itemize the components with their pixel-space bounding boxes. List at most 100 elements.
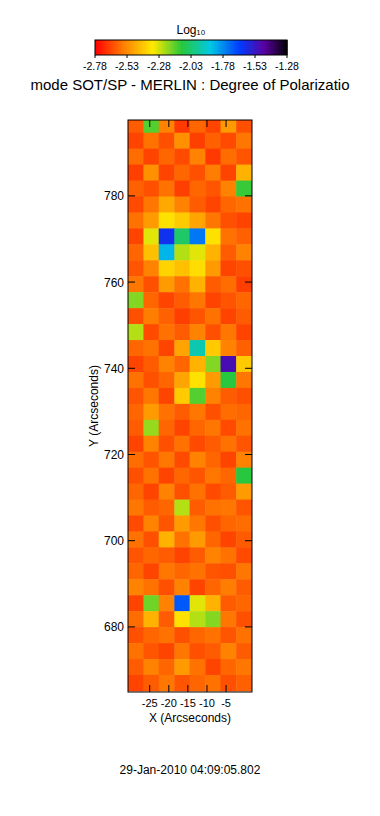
cell — [190, 675, 206, 691]
y-tick-right — [245, 282, 252, 283]
cell — [190, 149, 206, 165]
y-tick-right — [245, 626, 252, 627]
y-tick-label: 720 — [104, 448, 124, 462]
cell — [128, 675, 144, 691]
cell — [143, 372, 159, 388]
cell — [128, 531, 144, 547]
cell — [205, 659, 221, 675]
cell — [221, 595, 237, 611]
y-tick-label: 740 — [104, 362, 124, 376]
cell — [236, 197, 252, 213]
colorbar-tick-label: -2.78 — [83, 60, 107, 72]
cell — [128, 388, 144, 404]
date-annotation: 29-Jan-2010 04:09:05.802 — [120, 763, 261, 777]
cell — [143, 244, 159, 260]
y-tick — [128, 282, 135, 283]
cell — [205, 292, 221, 308]
cell — [236, 675, 252, 691]
cell — [174, 260, 190, 276]
cell — [174, 356, 190, 372]
cell — [159, 149, 175, 165]
cell — [174, 133, 190, 149]
cell — [128, 292, 144, 308]
cell — [221, 133, 237, 149]
cell — [128, 611, 144, 627]
cell — [190, 547, 206, 563]
cell — [236, 452, 252, 468]
cell — [128, 404, 144, 420]
cell — [128, 120, 144, 133]
x-tick-label: -15 — [180, 697, 196, 709]
cell — [190, 579, 206, 595]
cell — [174, 181, 190, 197]
cell — [143, 356, 159, 372]
cell — [236, 228, 252, 244]
cell — [190, 260, 206, 276]
cell — [190, 276, 206, 292]
cell — [236, 515, 252, 531]
y-tick — [128, 454, 135, 455]
cell — [236, 149, 252, 165]
y-tick-label: 680 — [104, 620, 124, 634]
y-tick-label: 780 — [104, 189, 124, 203]
colorbar-tick — [95, 55, 96, 58]
cell — [236, 372, 252, 388]
cell — [174, 547, 190, 563]
x-tick-top — [206, 120, 207, 127]
x-tick-top — [187, 120, 188, 127]
cell — [159, 420, 175, 436]
cell — [128, 133, 144, 149]
cell — [236, 276, 252, 292]
cell — [159, 228, 175, 244]
colorbar-frame — [95, 40, 287, 55]
cell — [205, 579, 221, 595]
cell — [236, 324, 252, 340]
cell — [128, 308, 144, 324]
cell — [205, 643, 221, 659]
cell — [143, 500, 159, 516]
cell — [159, 308, 175, 324]
cell — [221, 547, 237, 563]
cell — [128, 276, 144, 292]
cell — [128, 563, 144, 579]
cell — [159, 452, 175, 468]
cell — [221, 484, 237, 500]
colorbar-tick-label: -2.28 — [147, 60, 171, 72]
cell — [190, 197, 206, 213]
cell — [236, 356, 252, 372]
cell — [143, 563, 159, 579]
cell — [205, 547, 221, 563]
cell — [174, 484, 190, 500]
cell — [159, 484, 175, 500]
cell — [221, 324, 237, 340]
cell — [236, 579, 252, 595]
cell — [174, 500, 190, 516]
cell — [190, 181, 206, 197]
cell — [190, 436, 206, 452]
cell — [205, 276, 221, 292]
cell — [159, 531, 175, 547]
cell — [174, 675, 190, 691]
cell — [190, 468, 206, 484]
cell — [143, 276, 159, 292]
cell — [190, 388, 206, 404]
cell — [159, 181, 175, 197]
cell — [236, 547, 252, 563]
cell — [205, 340, 221, 356]
colorbar-tick — [159, 55, 160, 58]
cell — [190, 324, 206, 340]
cell — [205, 388, 221, 404]
cell — [159, 372, 175, 388]
cell — [236, 595, 252, 611]
cell — [221, 165, 237, 181]
cell — [221, 149, 237, 165]
cell — [205, 452, 221, 468]
cell — [221, 228, 237, 244]
x-tick-top — [226, 120, 227, 127]
cell — [174, 627, 190, 643]
colorbar-tick-label: -1.53 — [243, 60, 267, 72]
cell — [174, 643, 190, 659]
colorbar-tick — [191, 55, 192, 58]
cell — [143, 484, 159, 500]
x-tick — [226, 685, 227, 692]
